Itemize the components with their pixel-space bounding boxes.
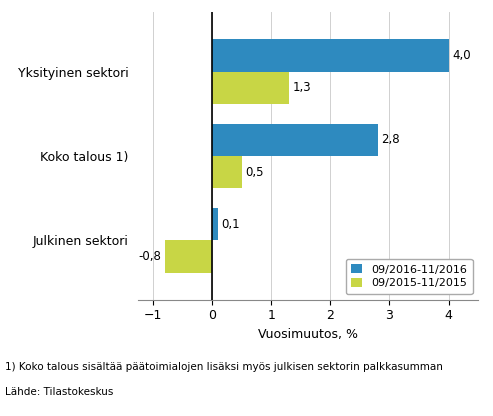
Bar [165,240,212,272]
Text: 1) Koko talous sisältää päätoimialojen lisäksi myös julkisen sektorin palkkasumm: 1) Koko talous sisältää päätoimialojen l… [5,362,443,372]
Bar [212,208,218,240]
Bar [212,40,449,72]
Text: 2,8: 2,8 [381,134,400,146]
Text: 1,3: 1,3 [292,81,311,94]
Legend: 09/2016-11/2016, 09/2015-11/2015: 09/2016-11/2016, 09/2015-11/2015 [346,259,473,294]
X-axis label: Vuosimuutos, %: Vuosimuutos, % [258,328,358,341]
Bar [212,156,242,188]
Text: 4,0: 4,0 [452,49,471,62]
Bar [212,72,289,104]
Text: -0,8: -0,8 [138,250,161,263]
Text: 0,5: 0,5 [245,166,264,178]
Bar [212,124,378,156]
Text: 0,1: 0,1 [221,218,240,231]
Text: Lähde: Tilastokeskus: Lähde: Tilastokeskus [5,387,113,397]
